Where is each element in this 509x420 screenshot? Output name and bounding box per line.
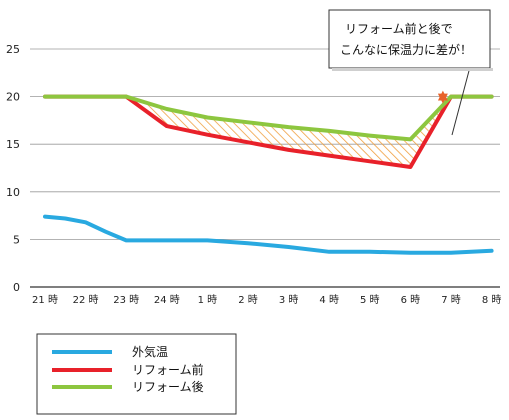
callout-box bbox=[328, 9, 491, 69]
x-tick-label: 5 時 bbox=[360, 294, 380, 306]
callout-shadow bbox=[332, 68, 493, 71]
callout-pointer bbox=[451, 66, 471, 136]
x-tick-label: 3 時 bbox=[279, 294, 299, 306]
legend-box bbox=[36, 333, 237, 415]
annotation-callout: リフォーム前と後で こんなに保温力に差が！ bbox=[328, 9, 493, 136]
x-tick-label: 23 時 bbox=[113, 294, 139, 306]
y-tick-label: 0 bbox=[13, 281, 20, 294]
x-tick-label: 8 時 bbox=[482, 294, 502, 306]
y-tick-label: 5 bbox=[13, 233, 20, 246]
x-tick-label: 7 時 bbox=[441, 294, 461, 306]
y-axis-ticks: 0 5 10 15 20 25 bbox=[6, 43, 20, 294]
legend-label-after: リフォーム後 bbox=[132, 380, 204, 394]
y-tick-label: 10 bbox=[6, 186, 20, 199]
y-tick-label: 25 bbox=[6, 43, 20, 56]
x-axis-ticks: 21 時 22 時 23 時 24 時 1 時 2 時 3 時 4 時 5 時 6 時 7 時 8 時 bbox=[32, 294, 501, 306]
series-lines bbox=[43, 94, 494, 255]
x-tick-label: 1 時 bbox=[198, 294, 218, 306]
callout-line-2: こんなに保温力に差が！ bbox=[340, 42, 472, 57]
x-tick-label: 22 時 bbox=[73, 294, 99, 306]
callout-line-1: リフォーム前と後で bbox=[345, 21, 453, 36]
series-line-2 bbox=[43, 94, 494, 142]
x-tick-label: 2 時 bbox=[238, 294, 258, 306]
difference-hatched-area bbox=[126, 96, 451, 167]
legend-label-before: リフォーム前 bbox=[132, 362, 204, 377]
legend: 外気温 リフォーム前 リフォーム後 bbox=[36, 333, 237, 415]
x-tick-label: 4 時 bbox=[319, 294, 339, 306]
x-tick-label: 6 時 bbox=[401, 294, 421, 306]
y-tick-label: 20 bbox=[6, 91, 20, 104]
x-tick-label: 21 時 bbox=[32, 294, 58, 306]
legend-label-outdoor: 外気温 bbox=[132, 344, 168, 359]
series-line-1 bbox=[43, 94, 494, 169]
x-tick-label: 24 時 bbox=[154, 294, 180, 306]
y-tick-label: 15 bbox=[6, 138, 20, 151]
series-line-0 bbox=[43, 214, 494, 255]
